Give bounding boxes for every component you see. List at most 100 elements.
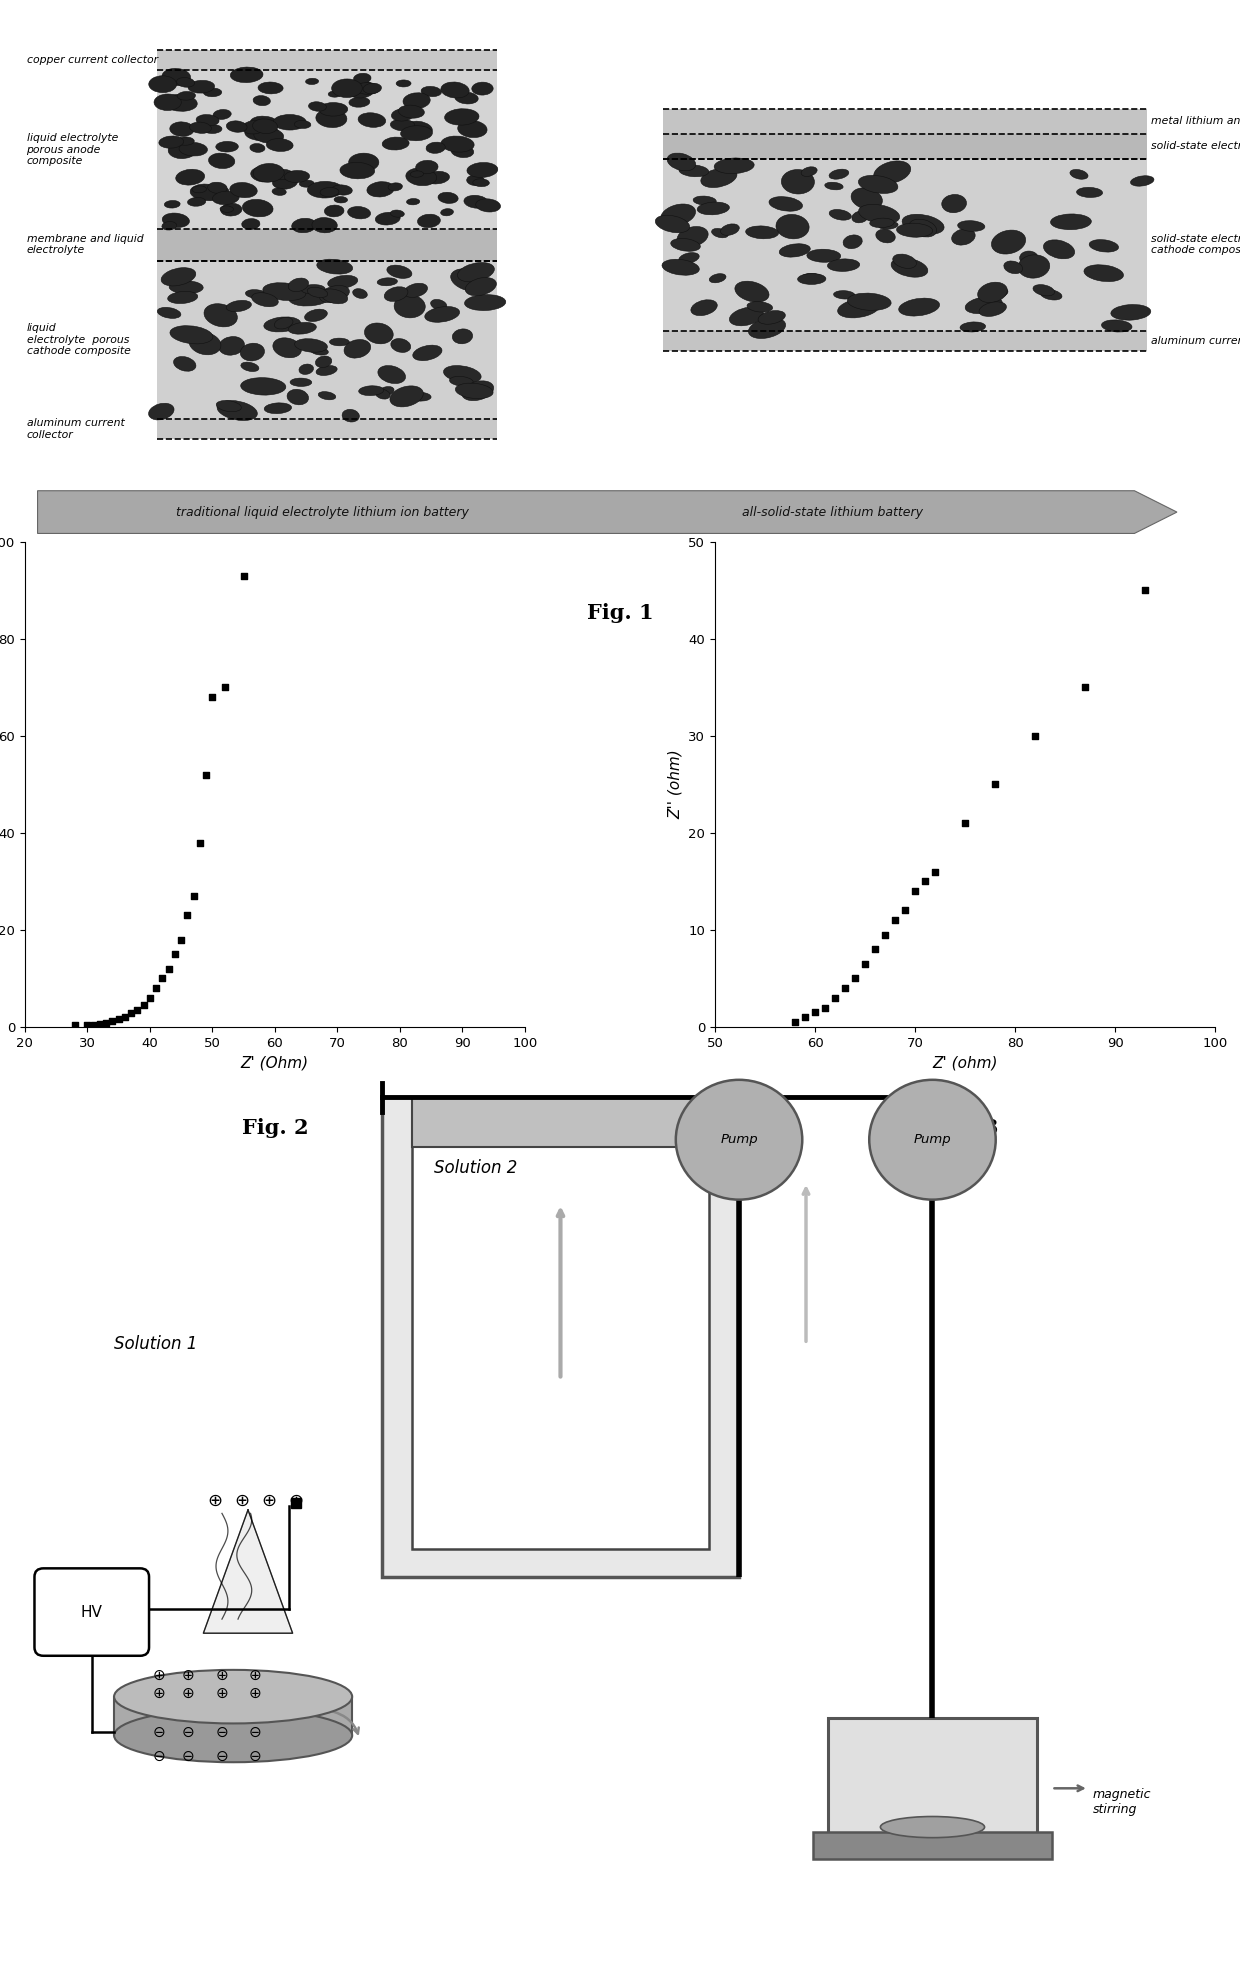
Ellipse shape bbox=[170, 326, 213, 343]
Ellipse shape bbox=[450, 268, 489, 292]
Ellipse shape bbox=[467, 162, 497, 178]
Text: ⊖: ⊖ bbox=[216, 1724, 228, 1740]
Ellipse shape bbox=[781, 170, 815, 193]
Text: ⊖: ⊖ bbox=[249, 1724, 262, 1740]
Ellipse shape bbox=[272, 187, 286, 195]
Ellipse shape bbox=[693, 195, 717, 205]
Text: ⊕: ⊕ bbox=[153, 1685, 165, 1701]
Ellipse shape bbox=[965, 296, 1002, 314]
Ellipse shape bbox=[389, 387, 423, 406]
Point bbox=[875, 919, 895, 951]
Bar bbox=[156, 49, 497, 71]
Ellipse shape bbox=[294, 120, 311, 128]
Ellipse shape bbox=[745, 227, 779, 239]
Ellipse shape bbox=[319, 391, 336, 401]
Ellipse shape bbox=[165, 201, 180, 207]
Ellipse shape bbox=[348, 97, 370, 107]
Ellipse shape bbox=[655, 215, 689, 233]
Ellipse shape bbox=[712, 229, 728, 239]
Point bbox=[109, 1004, 129, 1036]
Text: ⊕: ⊕ bbox=[153, 1667, 165, 1683]
Ellipse shape bbox=[363, 83, 382, 93]
Ellipse shape bbox=[253, 164, 284, 182]
Ellipse shape bbox=[169, 280, 203, 294]
Bar bbox=[813, 1833, 1052, 1859]
Ellipse shape bbox=[242, 219, 260, 229]
Ellipse shape bbox=[403, 120, 433, 138]
Text: copper current collector: copper current collector bbox=[26, 55, 157, 65]
Ellipse shape bbox=[465, 278, 496, 296]
Ellipse shape bbox=[830, 170, 849, 180]
Point bbox=[1075, 671, 1095, 702]
Text: magnetic
stirring: magnetic stirring bbox=[1092, 1788, 1151, 1817]
Ellipse shape bbox=[408, 393, 432, 401]
Ellipse shape bbox=[779, 245, 810, 256]
Ellipse shape bbox=[229, 182, 257, 197]
Text: ⊕: ⊕ bbox=[182, 1685, 195, 1701]
Ellipse shape bbox=[274, 318, 293, 329]
Ellipse shape bbox=[250, 144, 265, 152]
Ellipse shape bbox=[1084, 264, 1123, 282]
Ellipse shape bbox=[1004, 260, 1023, 274]
Ellipse shape bbox=[157, 308, 181, 318]
Ellipse shape bbox=[851, 187, 883, 209]
Ellipse shape bbox=[1040, 290, 1061, 300]
Bar bbox=[662, 109, 1147, 134]
Ellipse shape bbox=[219, 205, 233, 213]
Ellipse shape bbox=[735, 282, 769, 302]
Point bbox=[83, 1008, 103, 1040]
Bar bbox=[156, 229, 497, 260]
Point bbox=[128, 994, 148, 1026]
Ellipse shape bbox=[909, 219, 936, 237]
Ellipse shape bbox=[843, 235, 862, 249]
Ellipse shape bbox=[319, 103, 347, 116]
Ellipse shape bbox=[899, 298, 940, 316]
Point bbox=[153, 963, 172, 994]
Ellipse shape bbox=[466, 176, 485, 185]
Ellipse shape bbox=[461, 381, 494, 401]
Bar bbox=[156, 418, 497, 440]
Ellipse shape bbox=[1111, 304, 1151, 320]
Ellipse shape bbox=[290, 379, 311, 387]
Ellipse shape bbox=[343, 339, 371, 357]
Ellipse shape bbox=[334, 197, 347, 203]
Ellipse shape bbox=[316, 365, 337, 375]
Ellipse shape bbox=[391, 209, 404, 217]
Point bbox=[885, 904, 905, 935]
Bar bbox=[662, 134, 1147, 158]
Ellipse shape bbox=[425, 306, 460, 322]
Ellipse shape bbox=[837, 298, 880, 318]
Ellipse shape bbox=[869, 219, 894, 227]
Ellipse shape bbox=[221, 203, 242, 215]
Ellipse shape bbox=[289, 288, 332, 306]
Point bbox=[77, 1010, 97, 1042]
Ellipse shape bbox=[325, 205, 343, 217]
Ellipse shape bbox=[167, 292, 197, 304]
Point bbox=[159, 953, 179, 985]
Ellipse shape bbox=[244, 124, 279, 140]
Ellipse shape bbox=[241, 377, 286, 395]
Ellipse shape bbox=[315, 355, 332, 367]
Polygon shape bbox=[203, 1509, 293, 1634]
Text: ⊕: ⊕ bbox=[262, 1492, 277, 1509]
Text: liquid electrolyte
porous anode
composite: liquid electrolyte porous anode composit… bbox=[26, 132, 118, 166]
Ellipse shape bbox=[384, 286, 408, 302]
Point bbox=[846, 963, 866, 994]
Ellipse shape bbox=[273, 176, 298, 189]
Ellipse shape bbox=[174, 357, 196, 371]
Ellipse shape bbox=[1050, 213, 1091, 229]
Text: ⊖: ⊖ bbox=[216, 1750, 228, 1764]
Ellipse shape bbox=[455, 93, 479, 105]
Ellipse shape bbox=[827, 258, 859, 272]
Ellipse shape bbox=[176, 136, 195, 146]
Ellipse shape bbox=[1089, 239, 1118, 253]
Ellipse shape bbox=[422, 87, 441, 97]
Ellipse shape bbox=[662, 258, 699, 274]
Ellipse shape bbox=[382, 136, 409, 150]
Point bbox=[895, 894, 915, 925]
Ellipse shape bbox=[988, 288, 1008, 298]
Text: ⊖: ⊖ bbox=[182, 1750, 195, 1764]
Ellipse shape bbox=[242, 199, 273, 217]
Ellipse shape bbox=[342, 408, 360, 422]
Ellipse shape bbox=[720, 223, 739, 235]
